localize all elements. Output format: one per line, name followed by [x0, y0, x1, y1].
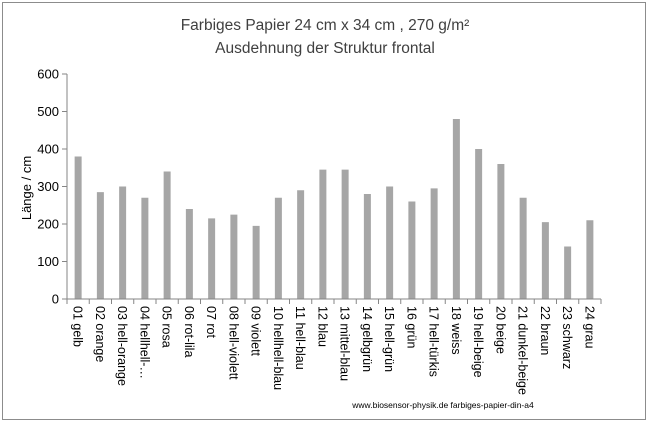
x-category-label: 18 weiss [449, 306, 463, 355]
chart-subtitle: Ausdehnung der Struktur frontal [215, 40, 435, 57]
bar [297, 190, 305, 299]
x-category-label: 07 rot [204, 306, 218, 338]
x-category-label: 23 schwarz [560, 306, 574, 369]
x-category-label: 12 blau [315, 306, 329, 347]
y-axis-label: Länge / cm [19, 156, 34, 220]
bar [430, 188, 438, 300]
y-tick-label: 600 [37, 67, 59, 82]
x-category-label: 02 orange [93, 306, 107, 362]
bar [119, 186, 127, 299]
x-category-label: 09 violett [249, 306, 263, 357]
y-tick-labels: 0 100 200 300 400 500 600 [37, 67, 59, 307]
bar [141, 197, 149, 299]
bar [319, 169, 327, 300]
y-tick-label: 100 [37, 254, 59, 269]
bar [185, 209, 193, 299]
x-category-label: 04 hellhell-… [137, 306, 151, 379]
y-tick-label: 0 [52, 292, 59, 307]
bar [252, 225, 260, 300]
x-category-label: 05 rosa [160, 306, 174, 348]
bar [586, 220, 594, 299]
x-category-label: 13 mittel-blau [338, 306, 352, 381]
bar [163, 171, 171, 299]
x-category-label: 11 hell-blau [293, 306, 307, 370]
bar [386, 186, 394, 299]
y-tick-label: 400 [37, 142, 59, 157]
x-category-label: 03 hell-orange [115, 306, 129, 386]
x-category-label: 01 gelb [71, 306, 85, 347]
bar [519, 197, 527, 299]
x-category-label: 19 hell-beige [471, 306, 485, 378]
bar [208, 218, 216, 300]
y-tick-label: 200 [37, 217, 59, 232]
bar [363, 194, 371, 299]
x-category-label: 17 hell-türkis [427, 306, 441, 377]
bar [341, 169, 349, 300]
bar [274, 197, 282, 299]
bar [96, 192, 104, 300]
bar [541, 222, 549, 300]
chart-frame: Farbiges Papier 24 cm x 34 cm , 270 g/m²… [2, 2, 646, 420]
x-category-label: 08 hell-violett [226, 306, 240, 380]
x-category-label: 22 braun [538, 306, 552, 355]
bar [475, 149, 483, 299]
bar [230, 214, 238, 300]
bar [497, 164, 505, 299]
bar-chart: Farbiges Papier 24 cm x 34 cm , 270 g/m²… [19, 17, 602, 410]
x-category-label: 20 beige [493, 306, 507, 354]
x-category-label: 15 hell-grün [382, 306, 396, 372]
source-annotation: www.biosensor-physik.de farbiges-papier-… [351, 400, 534, 410]
axes-group [62, 73, 602, 304]
y-tick-label: 500 [37, 104, 59, 119]
bar [452, 119, 460, 299]
bar [74, 156, 82, 299]
x-category-labels: 01 gelb 02 orange 03 hell-orange 04 hellhel… [71, 306, 597, 395]
x-category-label: 24 grau [582, 306, 596, 348]
x-category-label: 06 rot-lila [182, 306, 196, 357]
bar [564, 246, 572, 299]
bars-group [74, 119, 594, 300]
x-category-label: 21 dunkel-beige [516, 306, 530, 395]
bar [408, 201, 416, 299]
chart-title: Farbiges Papier 24 cm x 34 cm , 270 g/m² [181, 17, 470, 34]
y-tick-label: 300 [37, 179, 59, 194]
x-category-label: 14 gelbgrün [360, 306, 374, 372]
x-category-label: 16 grün [404, 306, 418, 348]
x-category-label: 10 hellhell-blau [271, 306, 285, 390]
